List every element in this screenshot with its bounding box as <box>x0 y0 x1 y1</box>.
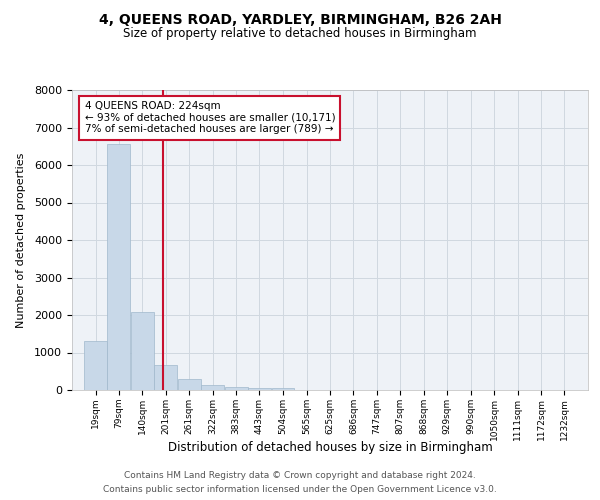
Bar <box>154 365 178 390</box>
Bar <box>225 386 248 390</box>
Y-axis label: Number of detached properties: Number of detached properties <box>16 152 26 328</box>
Text: 4 QUEENS ROAD: 224sqm
← 93% of detached houses are smaller (10,171)
7% of semi-d: 4 QUEENS ROAD: 224sqm ← 93% of detached … <box>85 101 335 134</box>
Text: Contains public sector information licensed under the Open Government Licence v3: Contains public sector information licen… <box>103 484 497 494</box>
Bar <box>84 341 107 390</box>
Bar <box>178 379 200 390</box>
Bar <box>272 388 295 390</box>
Bar <box>131 312 154 390</box>
Text: Contains HM Land Registry data © Crown copyright and database right 2024.: Contains HM Land Registry data © Crown c… <box>124 472 476 480</box>
Text: Size of property relative to detached houses in Birmingham: Size of property relative to detached ho… <box>123 28 477 40</box>
Bar <box>201 385 224 390</box>
Text: 4, QUEENS ROAD, YARDLEY, BIRMINGHAM, B26 2AH: 4, QUEENS ROAD, YARDLEY, BIRMINGHAM, B26… <box>98 12 502 26</box>
Bar <box>248 388 271 390</box>
Text: Distribution of detached houses by size in Birmingham: Distribution of detached houses by size … <box>167 441 493 454</box>
Bar <box>107 144 130 390</box>
